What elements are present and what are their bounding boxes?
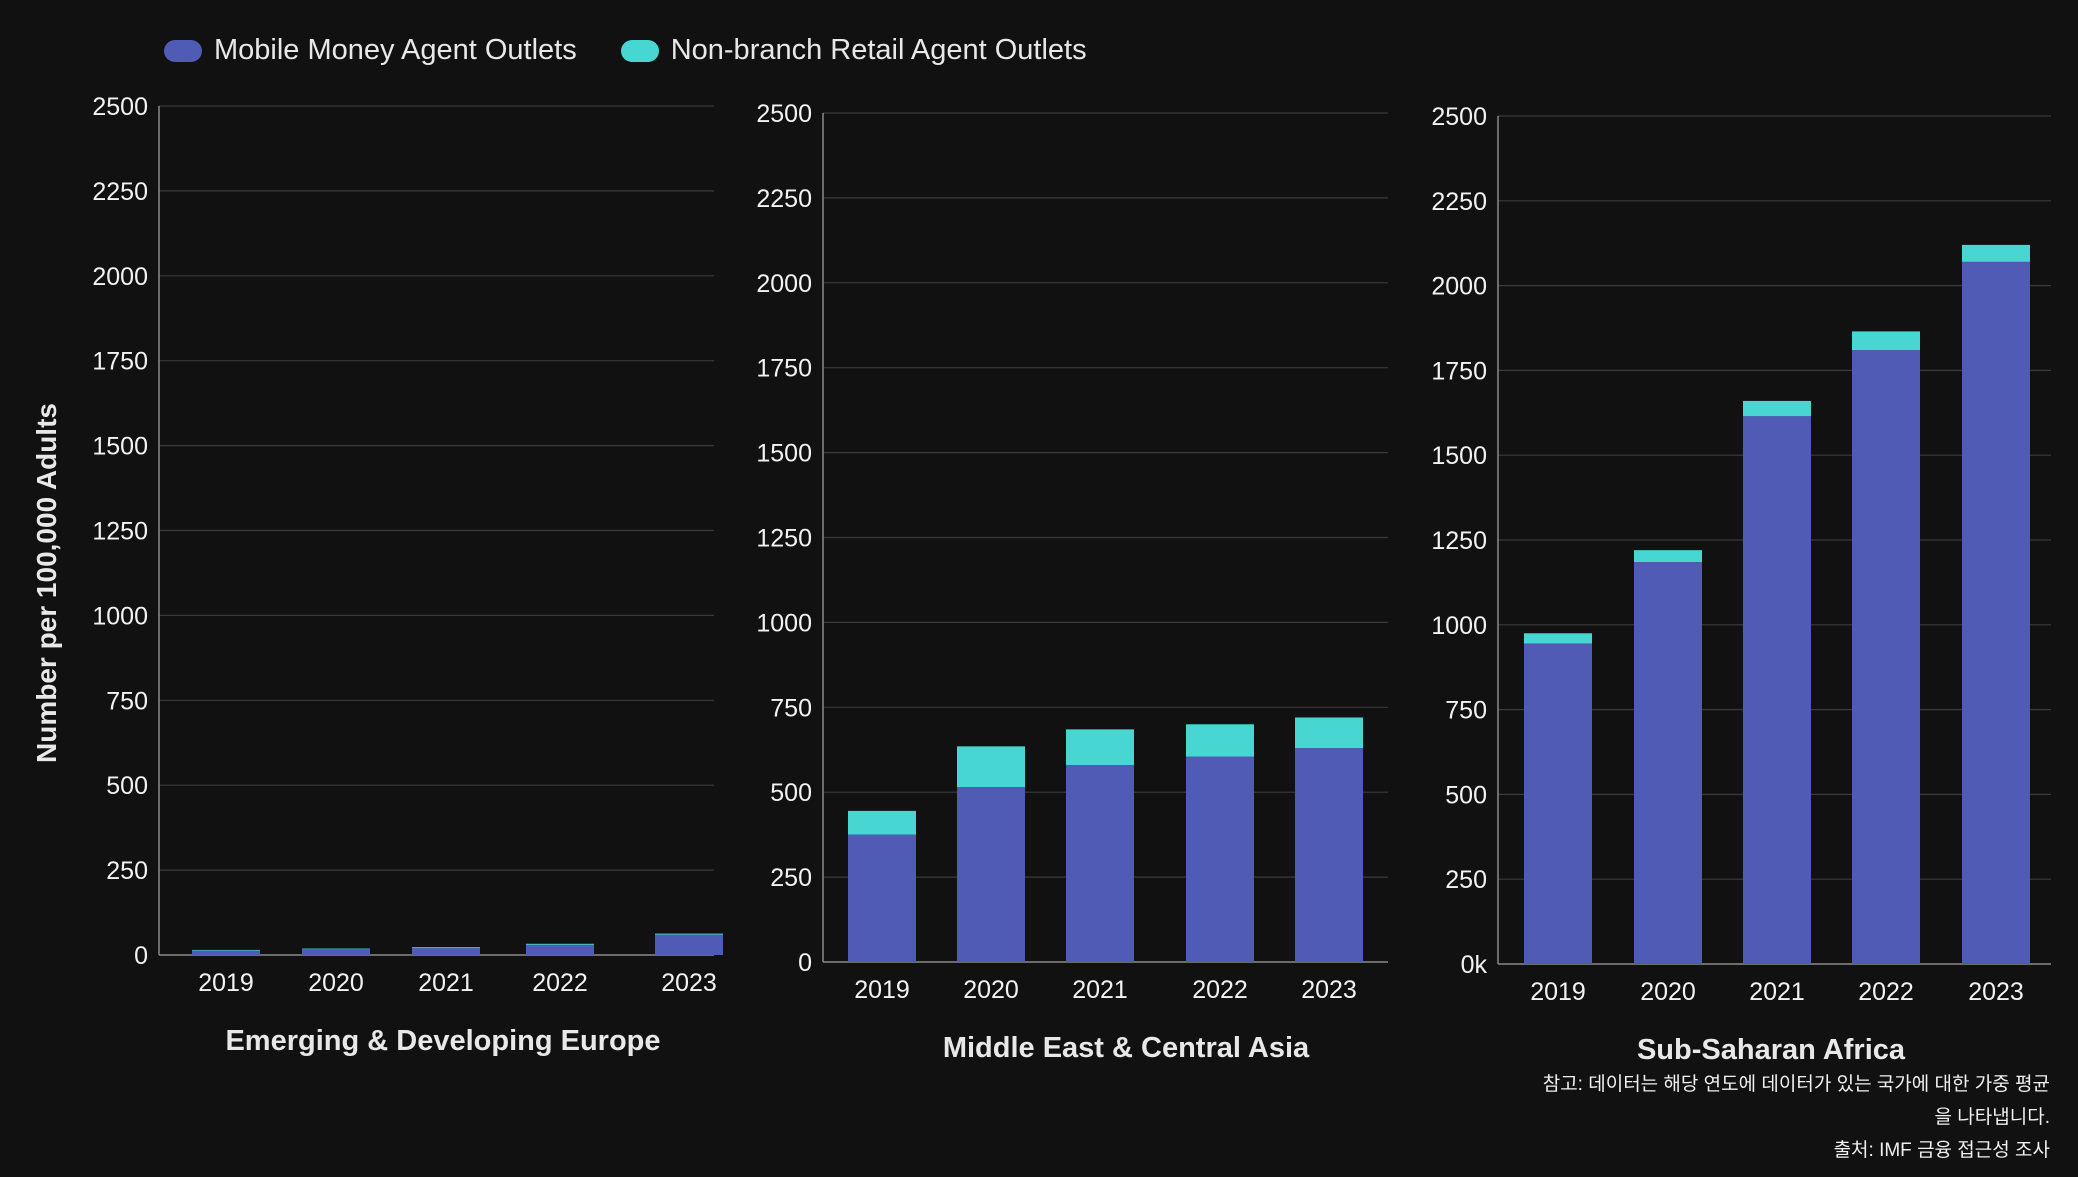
- bar-mobile-money-2022: [1186, 756, 1254, 962]
- bar-mobile-money-2022: [526, 944, 594, 955]
- bar-mobile-money-2019: [192, 950, 260, 955]
- bar-retail-agent-2022: [1186, 724, 1254, 757]
- bar-retail-agent-2021: [1066, 729, 1134, 766]
- x-tick-label: 2021: [418, 969, 474, 997]
- y-tick-label: 2000: [92, 263, 148, 291]
- bar-retail-agent-2023: [1295, 717, 1363, 749]
- y-tick-label: 1500: [1431, 442, 1487, 470]
- x-tick-label: 2020: [308, 969, 364, 997]
- y-tick-label: 0k: [1461, 951, 1488, 979]
- y-tick-label: 2500: [1431, 103, 1487, 131]
- y-tick-label: 1250: [1431, 527, 1487, 555]
- legend-swatch-retail-agent: [620, 39, 659, 62]
- bar-mobile-money-2023: [1962, 261, 2030, 965]
- y-tick-label: 0: [798, 949, 812, 977]
- y-tick-label: 1750: [756, 355, 812, 383]
- y-tick-label: 1500: [756, 440, 812, 468]
- y-tick-label: 2250: [92, 178, 148, 206]
- x-tick-label: 2023: [1301, 976, 1357, 1004]
- x-tick-label: 2022: [1858, 978, 1914, 1006]
- source-text: 출처: IMF 금융 접근성 조사: [1833, 1140, 2050, 1161]
- bar-retail-agent-2019: [1524, 633, 1592, 644]
- y-tick-label: 1250: [92, 518, 148, 546]
- legend-swatch-mobile-money: [164, 39, 202, 62]
- bar-mobile-money-2023: [1295, 748, 1363, 962]
- y-tick-label: 1250: [756, 525, 812, 553]
- y-tick-label: 1000: [92, 602, 148, 630]
- legend-item-mobile-money[interactable]: Mobile Money Agent Outlets: [164, 34, 577, 67]
- x-tick-label: 2022: [532, 969, 588, 997]
- x-tick-label: 2023: [1968, 978, 2024, 1006]
- y-tick-label: 500: [106, 772, 148, 800]
- y-tick-label: 2500: [756, 100, 812, 128]
- x-tick-label: 2020: [1640, 978, 1696, 1006]
- notes: 참고: 데이터는 해당 연도에 데이터가 있는 국가에 대한 가중 평균을 나타…: [1530, 1068, 2050, 1167]
- bar-mobile-money-2023: [655, 934, 723, 955]
- y-tick-label: 1000: [1431, 612, 1487, 640]
- x-tick-label: 2022: [1192, 976, 1248, 1004]
- bar-mobile-money-2020: [1634, 562, 1702, 964]
- y-tick-label: 500: [1445, 781, 1487, 809]
- legend-label-mobile-money: Mobile Money Agent Outlets: [214, 34, 577, 66]
- y-tick-label: 2250: [756, 185, 812, 213]
- bar-mobile-money-2020: [957, 787, 1025, 962]
- bar-mobile-money-2022: [1852, 350, 1920, 965]
- y-tick-label: 2250: [1431, 188, 1487, 216]
- legend-item-retail-agent[interactable]: Non-branch Retail Agent Outlets: [620, 34, 1087, 67]
- x-tick-label: 2019: [198, 969, 254, 997]
- bar-retail-agent-2020: [1634, 550, 1702, 563]
- bar-retail-agent-2021: [412, 947, 480, 949]
- panel-title: Sub-Saharan Africa: [1637, 1034, 1906, 1066]
- bar-retail-agent-2020: [957, 746, 1025, 788]
- y-tick-label: 2500: [92, 93, 148, 121]
- bar-mobile-money-2019: [1524, 643, 1592, 964]
- y-tick-label: 2000: [1431, 273, 1487, 301]
- bar-retail-agent-2019: [192, 949, 260, 951]
- panel-title: Emerging & Developing Europe: [225, 1025, 660, 1057]
- y-tick-label: 1500: [92, 433, 148, 461]
- bar-retail-agent-2021: [1743, 400, 1811, 417]
- y-tick-label: 2000: [756, 270, 812, 298]
- y-tick-label: 250: [106, 857, 148, 885]
- y-tick-label: 0: [134, 942, 148, 970]
- x-tick-label: 2019: [1530, 978, 1586, 1006]
- bar-mobile-money-2019: [848, 834, 916, 962]
- y-tick-label: 500: [770, 779, 812, 807]
- bar-retail-agent-2023: [655, 933, 723, 935]
- y-tick-label: 250: [1445, 866, 1487, 894]
- bar-retail-agent-2022: [1852, 331, 1920, 351]
- legend-label-retail-agent: Non-branch Retail Agent Outlets: [670, 34, 1087, 66]
- panel-title: Middle East & Central Asia: [943, 1032, 1310, 1064]
- bar-retail-agent-2019: [848, 810, 916, 835]
- y-tick-label: 1000: [756, 609, 812, 637]
- x-tick-label: 2020: [963, 976, 1019, 1004]
- bar-retail-agent-2022: [526, 943, 594, 945]
- bar-mobile-money-2021: [412, 948, 480, 955]
- bar-mobile-money-2021: [1743, 416, 1811, 964]
- x-tick-label: 2021: [1072, 976, 1128, 1004]
- note-text: 참고: 데이터는 해당 연도에 데이터가 있는 국가에 대한 가중 평균을 나타…: [1542, 1074, 2050, 1128]
- bar-mobile-money-2021: [1066, 765, 1134, 962]
- legend: Mobile Money Agent Outlets Non-branch Re…: [164, 34, 1131, 67]
- y-tick-label: 750: [106, 687, 148, 715]
- y-tick-label: 1750: [1431, 357, 1487, 385]
- bar-retail-agent-2023: [1962, 244, 2030, 262]
- y-tick-label: 1750: [92, 348, 148, 376]
- x-tick-label: 2019: [854, 976, 910, 1004]
- y-tick-label: 750: [1445, 697, 1487, 725]
- y-tick-label: 250: [770, 864, 812, 892]
- y-tick-label: 750: [770, 694, 812, 722]
- x-tick-label: 2023: [661, 969, 717, 997]
- bar-mobile-money-2020: [302, 949, 370, 955]
- x-tick-label: 2021: [1749, 978, 1805, 1006]
- bar-retail-agent-2020: [302, 948, 370, 950]
